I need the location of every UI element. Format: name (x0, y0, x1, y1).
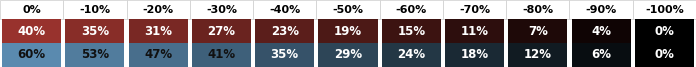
Bar (253, 0, 317, 19)
Bar (569, 0, 633, 19)
Text: 23%: 23% (271, 25, 299, 38)
Text: 18%: 18% (461, 48, 489, 62)
Bar (571, 19, 631, 43)
Bar (508, 43, 567, 67)
Text: 27%: 27% (207, 25, 235, 38)
Bar (0, 0, 63, 19)
Text: 4%: 4% (591, 25, 611, 38)
Text: 35%: 35% (81, 25, 109, 38)
Bar (635, 19, 694, 43)
Bar (381, 19, 441, 43)
Bar (192, 43, 251, 67)
Text: 35%: 35% (271, 48, 299, 62)
Text: 6%: 6% (591, 48, 611, 62)
Text: -20%: -20% (143, 5, 174, 15)
Bar (65, 43, 125, 67)
Bar (63, 0, 127, 19)
Bar (633, 0, 696, 19)
Text: 15%: 15% (397, 25, 425, 38)
Bar (319, 19, 377, 43)
Bar (2, 19, 61, 43)
Text: -90%: -90% (585, 5, 617, 15)
Text: -50%: -50% (333, 5, 363, 15)
Text: 31%: 31% (144, 25, 172, 38)
Bar (506, 0, 569, 19)
Text: 53%: 53% (81, 48, 109, 62)
Bar (443, 0, 506, 19)
Bar (571, 43, 631, 67)
Text: 29%: 29% (334, 48, 362, 62)
Text: 12%: 12% (524, 48, 552, 62)
Bar (379, 0, 443, 19)
Text: 60%: 60% (17, 48, 46, 62)
Bar (317, 0, 379, 19)
Bar (190, 0, 253, 19)
Text: 11%: 11% (461, 25, 489, 38)
Text: -40%: -40% (269, 5, 301, 15)
Bar (127, 0, 190, 19)
Text: 0%: 0% (22, 5, 41, 15)
Text: 47%: 47% (144, 48, 172, 62)
Text: 24%: 24% (397, 48, 425, 62)
Bar (129, 43, 188, 67)
Bar (2, 43, 61, 67)
Text: -100%: -100% (645, 5, 683, 15)
Text: 0%: 0% (654, 48, 674, 62)
Text: 41%: 41% (207, 48, 235, 62)
Text: -70%: -70% (459, 5, 490, 15)
Text: 7%: 7% (528, 25, 548, 38)
Text: -30%: -30% (206, 5, 237, 15)
Bar (319, 43, 377, 67)
Text: -60%: -60% (395, 5, 427, 15)
Text: -80%: -80% (522, 5, 553, 15)
Bar (635, 43, 694, 67)
Bar (508, 19, 567, 43)
Bar (255, 19, 315, 43)
Bar (192, 19, 251, 43)
Bar (129, 19, 188, 43)
Bar (445, 43, 504, 67)
Bar (381, 43, 441, 67)
Text: 40%: 40% (17, 25, 46, 38)
Bar (65, 19, 125, 43)
Bar (255, 43, 315, 67)
Text: -10%: -10% (79, 5, 111, 15)
Text: 0%: 0% (654, 25, 674, 38)
Bar (445, 19, 504, 43)
Text: 19%: 19% (334, 25, 362, 38)
